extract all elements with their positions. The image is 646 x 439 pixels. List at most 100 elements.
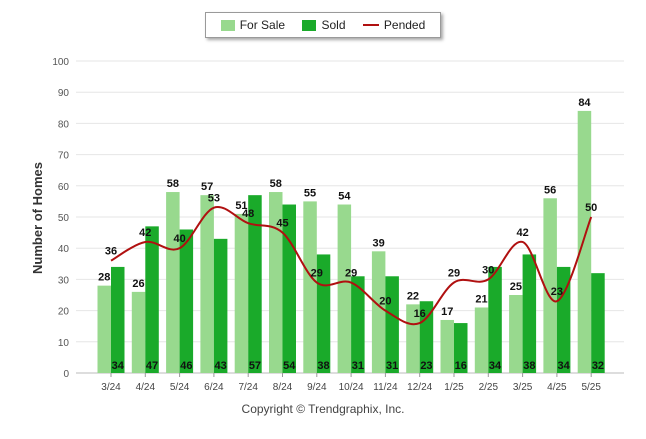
bar-for-sale <box>543 198 557 373</box>
legend-label-pended: Pended <box>383 18 426 32</box>
label-sold: 38 <box>317 360 329 372</box>
bar-for-sale <box>303 201 317 373</box>
label-for-sale: 25 <box>510 281 522 293</box>
label-for-sale: 58 <box>270 178 282 190</box>
label-pended: 36 <box>105 246 117 258</box>
x-tick-label: 3/24 <box>101 382 121 393</box>
x-tick-label: 4/25 <box>547 382 567 393</box>
label-for-sale: 22 <box>407 290 419 302</box>
bar-sold <box>145 226 159 373</box>
label-pended: 20 <box>379 296 391 308</box>
label-for-sale: 84 <box>578 97 591 109</box>
bar-sold <box>351 276 365 373</box>
bar-for-sale <box>97 285 111 373</box>
x-tick-label: 6/24 <box>204 382 224 393</box>
label-pended: 29 <box>311 268 323 280</box>
pended-line <box>110 205 593 326</box>
label-for-sale: 39 <box>373 237 385 249</box>
label-pended: 29 <box>448 268 460 280</box>
x-tick-label: 7/24 <box>238 382 258 393</box>
y-tick-label: 30 <box>58 275 70 286</box>
pended-line-layer <box>110 205 593 326</box>
label-pended: 29 <box>345 268 357 280</box>
label-sold: 34 <box>112 360 125 372</box>
label-for-sale: 17 <box>441 306 453 318</box>
pended-line-swatch-icon <box>362 24 379 26</box>
label-sold: 34 <box>489 360 502 372</box>
label-sold: 57 <box>249 360 261 372</box>
label-pended: 42 <box>139 227 151 239</box>
y-tick-label: 40 <box>58 244 70 255</box>
legend-item-for-sale[interactable]: For Sale <box>220 18 285 32</box>
bar-for-sale <box>234 213 249 373</box>
label-for-sale: 55 <box>304 187 316 199</box>
y-tick-label: 60 <box>58 182 70 193</box>
x-tick-label: 5/24 <box>170 382 190 393</box>
label-sold: 31 <box>352 360 364 372</box>
bars <box>97 110 605 374</box>
data-labels: 28 34 26 47 58 46 57 43 51 57 58 54 55 38 54 31 39 31 22 23… <box>98 97 604 372</box>
label-pended: 48 <box>242 208 254 220</box>
label-sold: 31 <box>386 360 398 372</box>
label-sold: 34 <box>558 360 571 372</box>
x-tick-label: 12/24 <box>407 382 432 393</box>
bar-for-sale <box>577 110 592 374</box>
label-sold: 47 <box>146 360 158 372</box>
y-axis-label: Number of Homes <box>30 162 45 274</box>
x-tick-label: 3/25 <box>513 382 533 393</box>
label-for-sale: 57 <box>201 181 213 193</box>
label-for-sale: 51 <box>235 200 247 212</box>
copyright-text: Copyright © Trendgraphix, Inc. <box>241 402 405 416</box>
bar-sold <box>179 229 194 373</box>
sold-swatch-icon <box>302 19 317 31</box>
bar-sold <box>385 276 399 373</box>
bar-for-sale <box>200 195 214 373</box>
bar-for-sale <box>371 251 386 373</box>
bar-for-sale <box>474 307 489 373</box>
label-for-sale: 54 <box>338 191 351 203</box>
bar-sold <box>419 301 434 373</box>
label-pended: 45 <box>276 218 288 230</box>
y-tick-label: 20 <box>58 307 70 318</box>
label-sold: 38 <box>523 360 535 372</box>
bar-for-sale <box>337 204 352 373</box>
x-tick-label: 8/24 <box>273 382 293 393</box>
y-tick-label: 50 <box>58 213 70 224</box>
bar-sold <box>213 238 228 373</box>
x-tick-label: 10/24 <box>339 382 364 393</box>
y-axis-ticks: 0 10 20 30 40 50 60 70 80 90 100 <box>52 57 69 380</box>
x-tick-label: 9/24 <box>307 382 327 393</box>
y-tick-label: 80 <box>58 119 70 130</box>
label-pended: 42 <box>516 227 528 239</box>
bar-sold <box>556 266 571 373</box>
y-tick-label: 70 <box>58 151 70 162</box>
label-sold: 46 <box>180 360 192 372</box>
label-pended: 53 <box>208 193 220 205</box>
label-pended: 40 <box>173 233 185 245</box>
x-axis-ticks: 3/24 4/24 5/24 6/24 7/24 8/24 9/24 10/24 11/24 12… <box>101 373 601 393</box>
bar-sold <box>454 323 468 373</box>
legend: For Sale Sold Pended <box>205 12 441 38</box>
label-for-sale: 21 <box>475 293 487 305</box>
y-tick-label: 10 <box>58 338 70 349</box>
bar-sold <box>522 254 537 373</box>
y-tick-label: 100 <box>52 57 69 68</box>
label-sold: 32 <box>592 360 604 372</box>
legend-item-sold[interactable]: Sold <box>302 18 346 32</box>
x-tick-label: 5/25 <box>581 382 601 393</box>
legend-item-pended[interactable]: Pended <box>362 18 426 32</box>
legend-label-sold: Sold <box>321 18 346 32</box>
label-for-sale: 56 <box>544 184 556 196</box>
bar-sold <box>282 204 296 373</box>
label-pended: 50 <box>585 202 597 214</box>
label-sold: 16 <box>455 360 467 372</box>
bar-sold <box>488 266 502 373</box>
bar-for-sale <box>269 192 283 373</box>
label-sold: 43 <box>215 360 227 372</box>
bar-for-sale <box>440 319 454 373</box>
x-tick-label: 1/25 <box>444 382 464 393</box>
bar-for-sale <box>509 295 523 373</box>
x-tick-label: 4/24 <box>136 382 156 393</box>
label-sold: 54 <box>283 360 296 372</box>
